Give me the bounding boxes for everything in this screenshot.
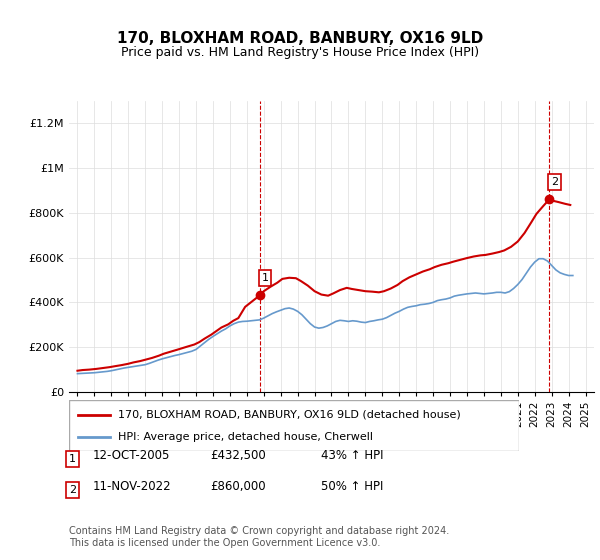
Text: Contains HM Land Registry data © Crown copyright and database right 2024.
This d: Contains HM Land Registry data © Crown c…: [69, 526, 449, 548]
Text: 1: 1: [69, 454, 76, 464]
Text: 2: 2: [69, 485, 76, 495]
Text: 170, BLOXHAM ROAD, BANBURY, OX16 9LD (detached house): 170, BLOXHAM ROAD, BANBURY, OX16 9LD (de…: [119, 409, 461, 419]
Text: 2: 2: [551, 177, 558, 187]
Text: 12-OCT-2005: 12-OCT-2005: [93, 449, 170, 462]
Text: £432,500: £432,500: [210, 449, 266, 462]
Text: HPI: Average price, detached house, Cherwell: HPI: Average price, detached house, Cher…: [119, 432, 373, 442]
Text: 50% ↑ HPI: 50% ↑ HPI: [321, 480, 383, 493]
FancyBboxPatch shape: [69, 400, 519, 451]
Text: 43% ↑ HPI: 43% ↑ HPI: [321, 449, 383, 462]
Text: 170, BLOXHAM ROAD, BANBURY, OX16 9LD: 170, BLOXHAM ROAD, BANBURY, OX16 9LD: [117, 31, 483, 46]
Text: £860,000: £860,000: [210, 480, 266, 493]
Text: 1: 1: [262, 273, 269, 283]
Text: 11-NOV-2022: 11-NOV-2022: [93, 480, 172, 493]
Text: Price paid vs. HM Land Registry's House Price Index (HPI): Price paid vs. HM Land Registry's House …: [121, 46, 479, 59]
